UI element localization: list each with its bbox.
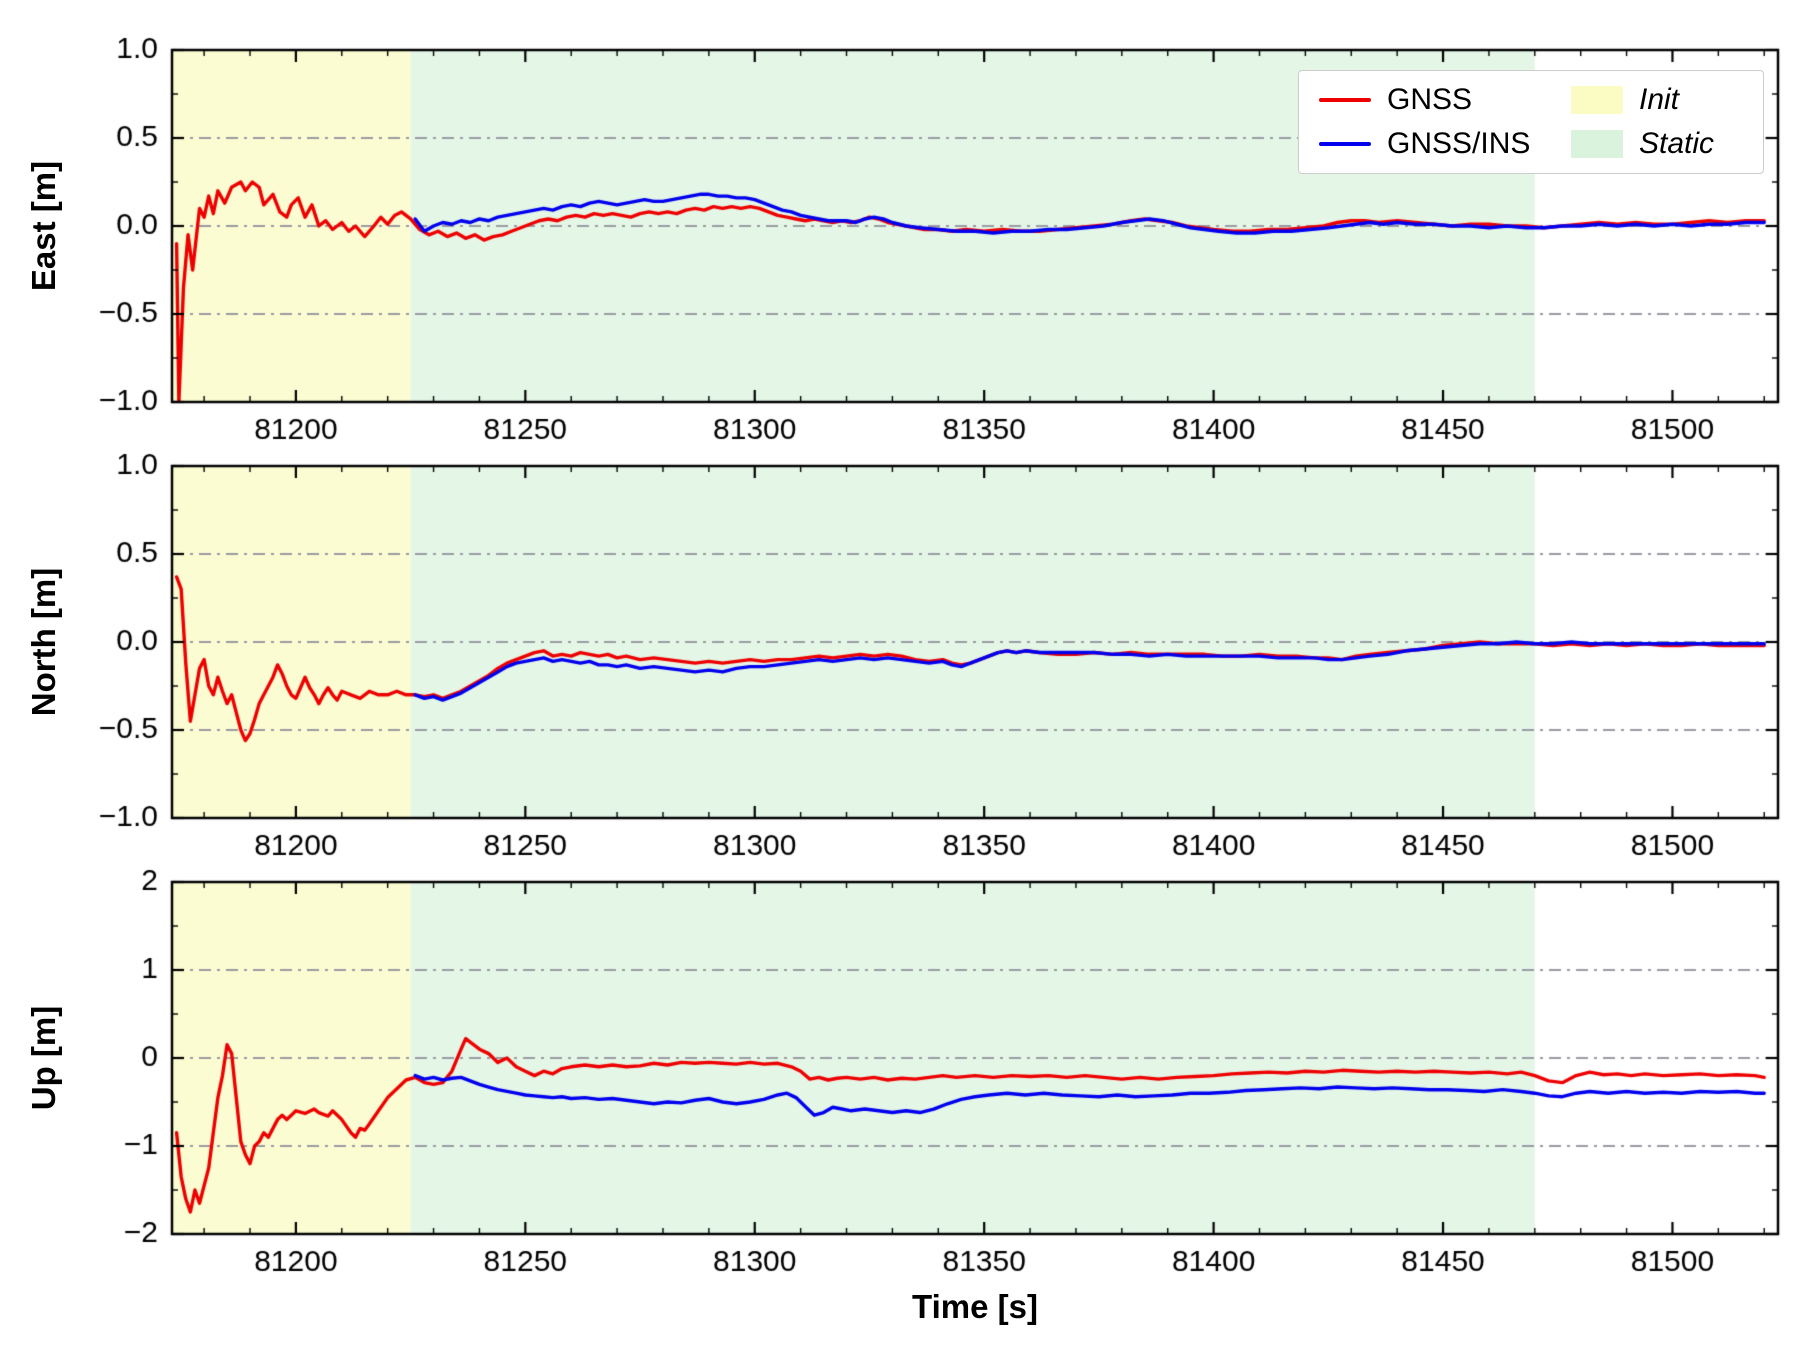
legend-static-label: Static (1639, 127, 1715, 160)
legend-init-label: Init (1639, 83, 1680, 116)
legend-static-patch-swatch (1571, 130, 1623, 158)
legend-gnss-line-swatch (1319, 98, 1371, 102)
xlabel-time: Time [s] (912, 1288, 1038, 1325)
legend-gnssins-label: GNSS/INS (1387, 127, 1531, 160)
legend-gnssins-line-swatch (1319, 142, 1371, 146)
ylabel-north: North [m] (25, 567, 62, 717)
legend: GNSS Init GNSS/INS Static (1298, 70, 1764, 174)
legend-init-patch-swatch (1571, 86, 1623, 114)
ylabel-east: East [m] (25, 160, 62, 292)
legend-gnss-label: GNSS (1387, 83, 1473, 116)
ylabel-up: Up [m] (25, 1005, 62, 1111)
